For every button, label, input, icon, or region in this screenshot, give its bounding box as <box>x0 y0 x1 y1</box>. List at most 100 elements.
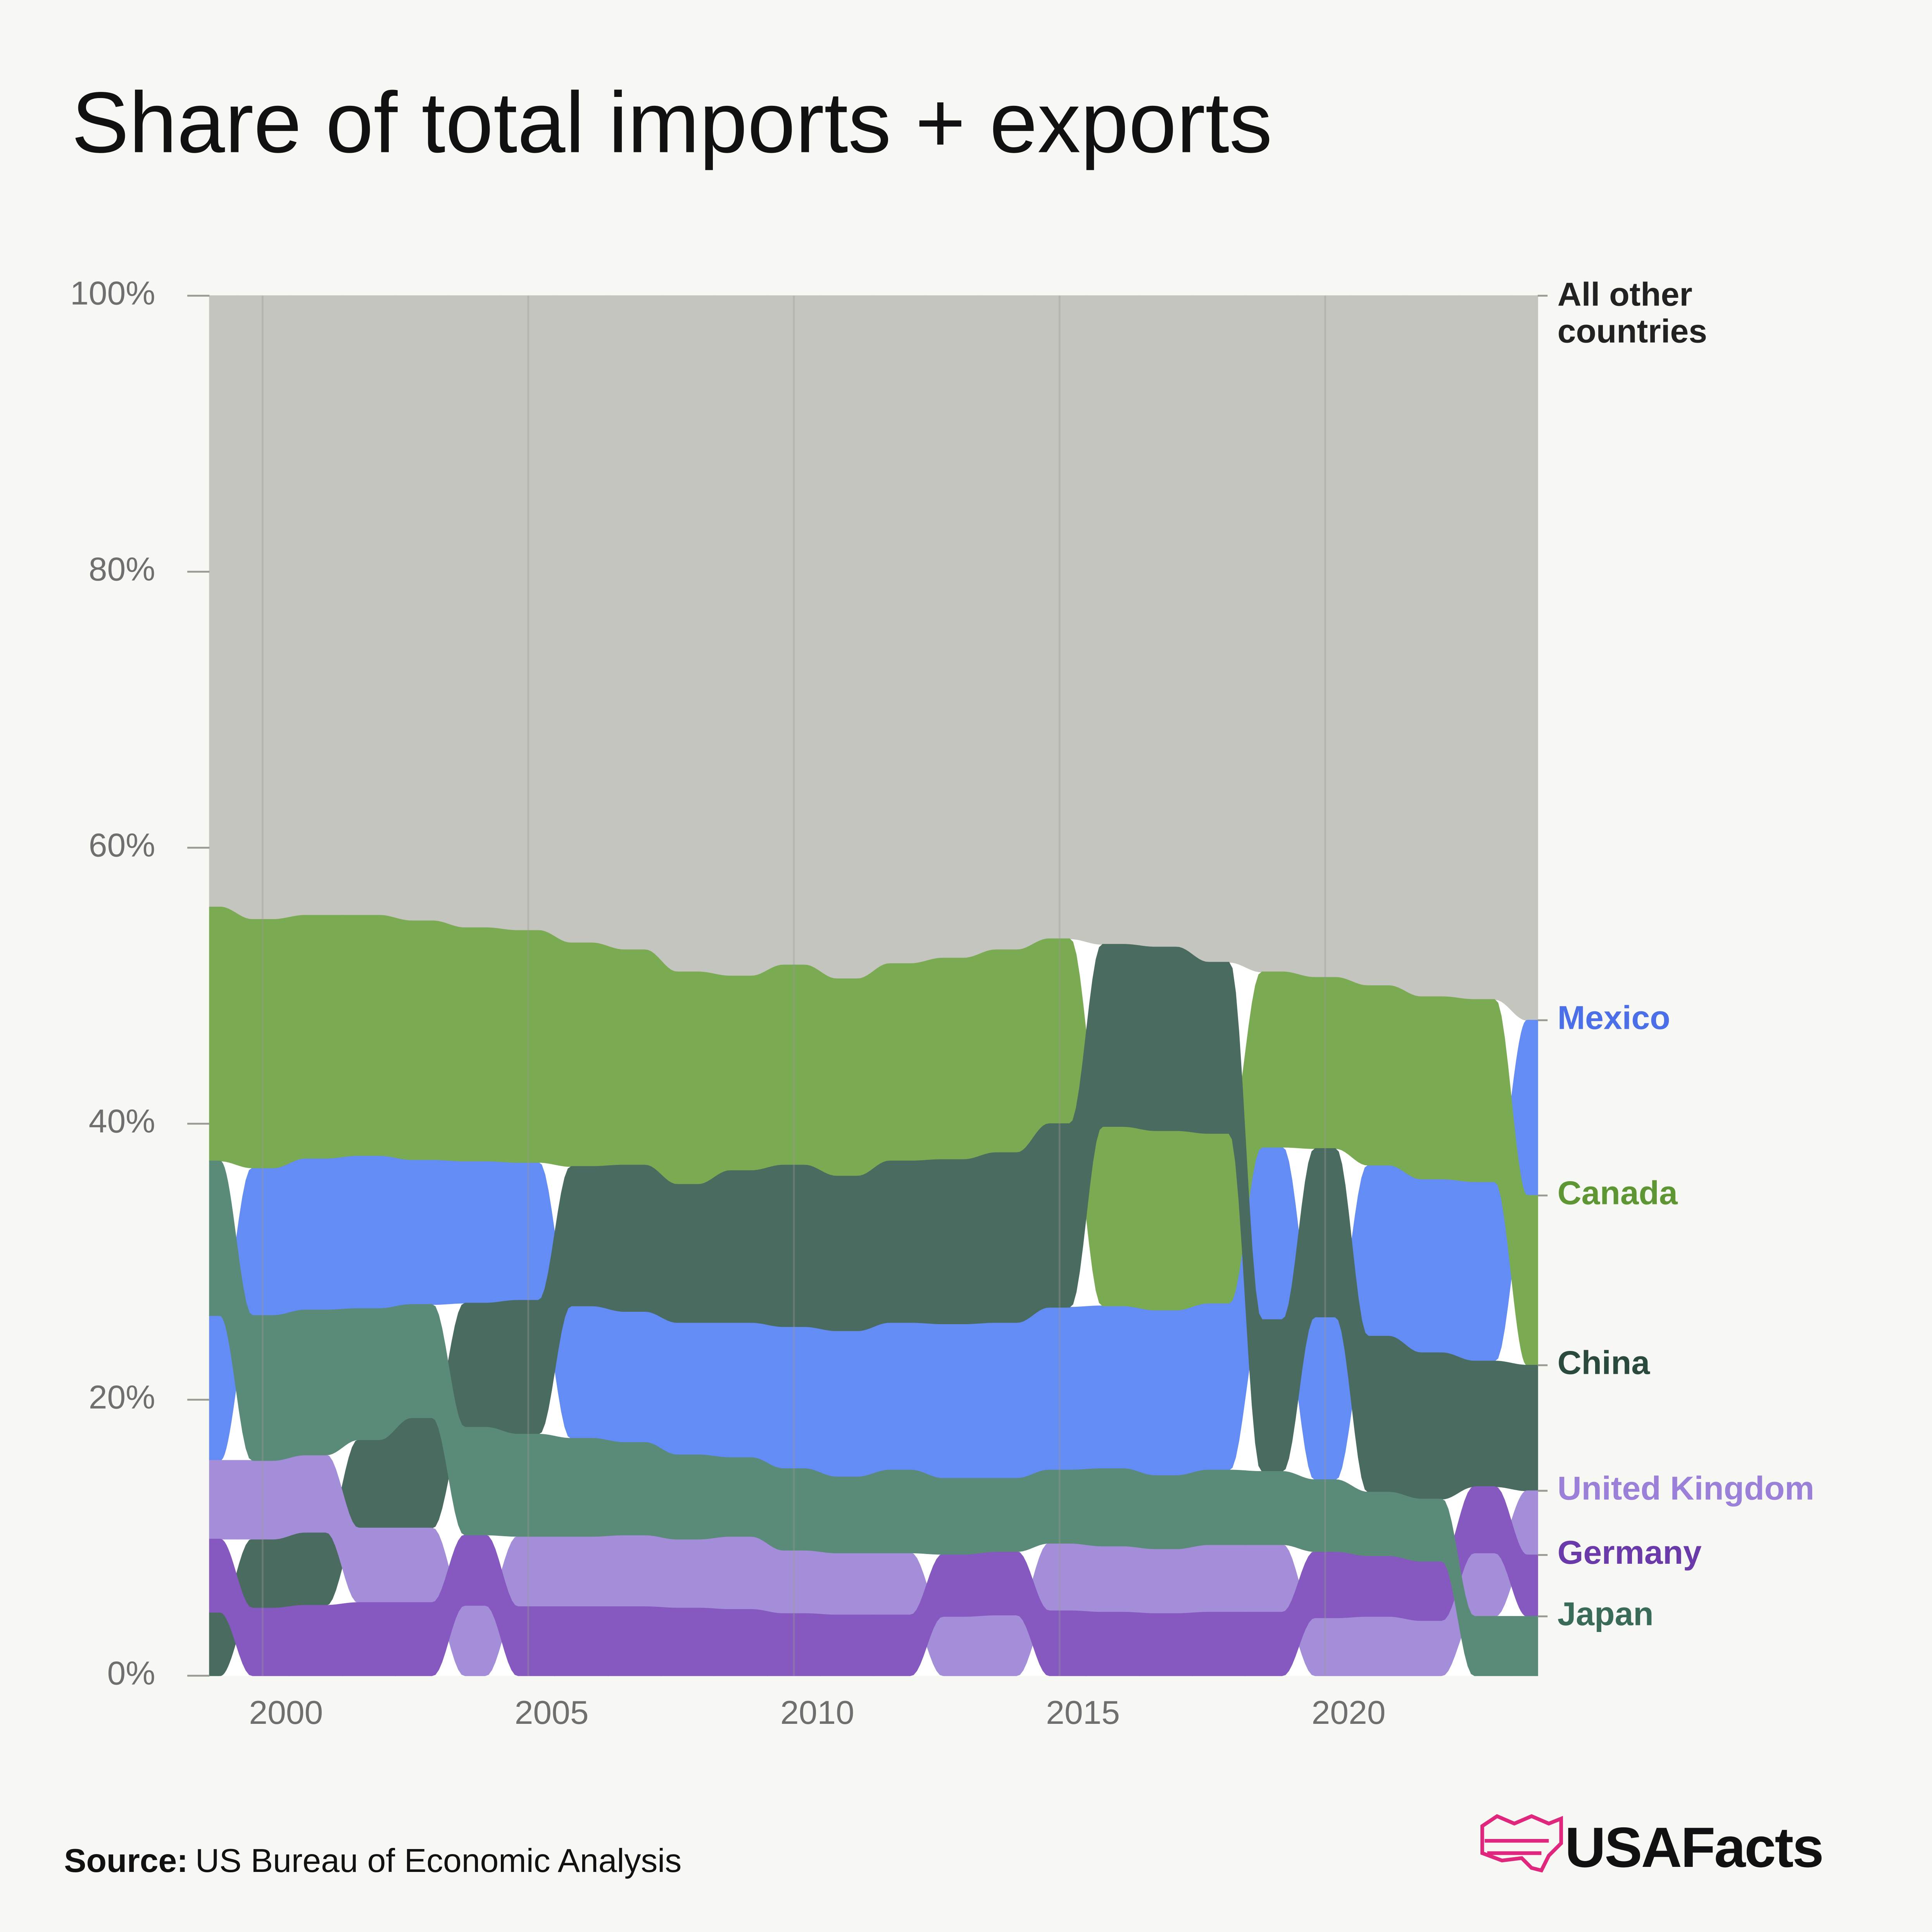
area-segment <box>288 295 343 918</box>
area-segment <box>926 295 980 962</box>
area-segment <box>1085 1305 1140 1473</box>
area-segment <box>395 1157 449 1307</box>
area-segment <box>926 953 980 1161</box>
area-segment <box>1192 295 1246 968</box>
series-label: All other countries <box>1557 276 1708 350</box>
area-segment <box>448 295 502 930</box>
area-segment <box>820 1614 874 1676</box>
area-segment <box>1404 1344 1459 1500</box>
area-segment <box>288 1309 343 1458</box>
axes: 2000 2005 2010 2015 2020 0% 20% 40% 60% 80% 100% <box>70 275 1385 1732</box>
y-tick-label: 60% <box>89 827 155 864</box>
area-segment <box>979 944 1033 1157</box>
area-segment <box>1404 1171 1459 1358</box>
brand-icon-lines <box>1485 1839 1549 1855</box>
series-label-box: All other countries <box>1557 276 1708 350</box>
area-segment <box>448 1160 502 1304</box>
area-segment <box>209 1460 236 1540</box>
area-segment <box>1085 1611 1140 1676</box>
area-segment <box>1511 1616 1538 1676</box>
area-segment <box>873 1470 927 1554</box>
area-segment <box>1138 1546 1193 1614</box>
area-segment <box>714 1536 768 1612</box>
area-segment <box>979 1314 1033 1479</box>
area-segment <box>1138 1471 1193 1549</box>
area-segment <box>820 295 874 980</box>
area-segment <box>1192 1612 1246 1676</box>
area-segment <box>1351 981 1406 1173</box>
area-segment <box>873 1160 927 1327</box>
area-segment <box>1511 1363 1538 1491</box>
area-segment <box>820 1551 874 1616</box>
area-segment <box>1138 1306 1193 1476</box>
area-segment <box>1404 990 1459 1181</box>
grid <box>262 295 1327 1676</box>
series-label: Mexico <box>1558 999 1670 1037</box>
area-segment <box>288 1156 343 1313</box>
area-segment <box>714 1322 768 1464</box>
area-segment <box>448 924 502 1162</box>
area-segment <box>1245 1470 1299 1549</box>
area-segment <box>661 960 715 1185</box>
area-segment <box>607 1534 662 1608</box>
area-segment <box>1138 945 1193 1133</box>
y-tick-label: 0% <box>107 1655 155 1692</box>
source-label: Source: <box>64 1842 188 1879</box>
area-segment <box>607 946 662 1176</box>
area-segment <box>820 1326 874 1478</box>
area-segment <box>554 1535 609 1607</box>
area-segment <box>607 1164 662 1318</box>
area-segment <box>714 970 768 1178</box>
area-segment <box>1511 295 1538 1021</box>
area-segment <box>607 1308 662 1449</box>
area-segment <box>1404 295 1459 999</box>
area-segment <box>395 295 449 925</box>
series-label: Canada <box>1558 1175 1678 1212</box>
areas <box>209 295 1538 1676</box>
area-segment <box>1192 1470 1246 1547</box>
area-segment <box>209 295 236 914</box>
area-segment <box>979 295 1033 955</box>
area-segment <box>714 295 768 976</box>
area-segment <box>342 1155 396 1310</box>
area-segment <box>554 1606 609 1676</box>
area-segment <box>661 1448 715 1540</box>
area-segment <box>1192 1544 1246 1613</box>
area-segment <box>979 1137 1033 1324</box>
area-segment <box>820 1472 874 1553</box>
x-tick-label: 2015 <box>1046 1694 1120 1731</box>
area-segment <box>342 915 396 1158</box>
y-tick-label: 100% <box>70 275 155 312</box>
area-segment <box>607 1440 662 1538</box>
source-text: US Bureau of Economic Analysis <box>195 1842 681 1879</box>
area-segment <box>342 1306 396 1448</box>
area-segment <box>1351 295 1406 992</box>
y-tick-label: 80% <box>89 551 155 588</box>
brand-name: USAFacts <box>1565 1816 1823 1879</box>
chart-title: Share of total imports + exports <box>71 75 1272 171</box>
area-segment <box>873 960 927 1170</box>
area-segment <box>820 1168 874 1331</box>
area-segment <box>1085 295 1140 946</box>
area-segment <box>926 1323 980 1479</box>
x-tick-label: 2010 <box>780 1694 854 1731</box>
area-segment <box>342 1602 396 1676</box>
series-label: China <box>1558 1344 1651 1382</box>
x-tick-label: 2020 <box>1312 1694 1386 1731</box>
area-segment <box>288 1603 343 1676</box>
area-segment <box>607 1606 662 1676</box>
area-segment <box>979 1473 1033 1554</box>
area-segment <box>1138 1128 1193 1311</box>
brand-icon <box>1480 1814 1563 1873</box>
area-segment <box>1245 295 1299 975</box>
area-segment <box>1351 1616 1406 1676</box>
area-segment <box>661 1316 715 1457</box>
brand-logo <box>1480 1814 1563 1873</box>
area-segment <box>873 295 927 972</box>
y-tick-label: 40% <box>89 1103 155 1140</box>
source: Source: US Bureau of Economic Analysis <box>64 1842 681 1879</box>
series-label: Germany <box>1558 1534 1702 1571</box>
area-segment <box>1138 295 1193 956</box>
area-segment <box>661 1174 715 1323</box>
x-tick-label: 2000 <box>249 1694 323 1731</box>
